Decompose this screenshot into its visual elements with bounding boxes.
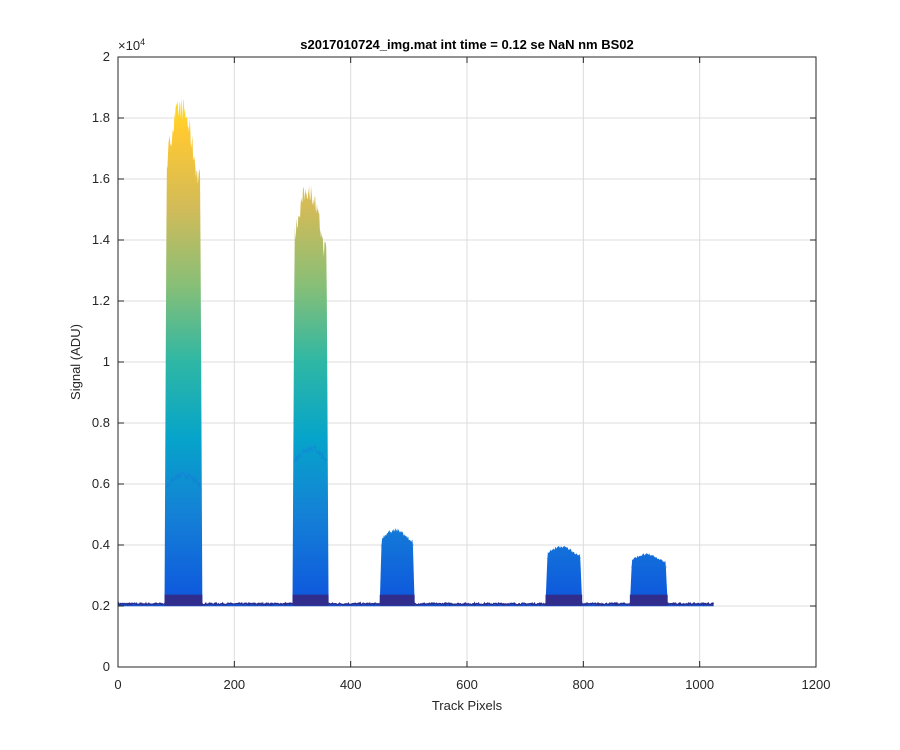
baseline-trace [118, 601, 715, 607]
x-tick-label: 200 [223, 677, 245, 692]
y-tick-label: 2 [103, 49, 110, 64]
x-tick-label: 1200 [802, 677, 831, 692]
y-tick-label: 0.2 [92, 598, 110, 613]
peak-base-4 [545, 594, 583, 606]
peak-shoulder-4 [546, 551, 582, 560]
peak-base-3 [379, 594, 415, 606]
y-tick-label: 1.4 [92, 232, 110, 247]
x-tick-label: 800 [572, 677, 594, 692]
x-tick-label: 1000 [685, 677, 714, 692]
signal-fill-layer [118, 97, 714, 607]
y-exponent-label: ×104 [118, 37, 145, 53]
peak-base-1 [164, 594, 203, 606]
peak-shoulder-3 [380, 536, 414, 547]
peak-shoulder-5 [630, 562, 667, 568]
y-tick-label: 1 [103, 354, 110, 369]
y-tick-label: 0.6 [92, 476, 110, 491]
x-tick-label: 0 [114, 677, 121, 692]
x-tick-label: 600 [456, 677, 478, 692]
peak-base-5 [629, 594, 668, 606]
y-tick-label: 1.6 [92, 171, 110, 186]
signal-area [118, 97, 714, 607]
y-tick-labels: 0 0.2 0.4 0.6 0.8 1 1.2 1.4 1.6 1.8 2 [92, 49, 110, 674]
y-tick-label: 1.2 [92, 293, 110, 308]
signal-line-layer [118, 594, 715, 607]
peak-shoulder-1 [165, 471, 202, 491]
chart-title: s2017010724_img.mat int time = 0.12 se N… [300, 37, 634, 52]
x-tick-labels: 0 200 400 600 800 1000 1200 [114, 677, 830, 692]
y-tick-label: 0.8 [92, 415, 110, 430]
peak-base-2 [292, 594, 329, 606]
y-tick-label: 0.4 [92, 537, 110, 552]
y-tick-label: 0 [103, 659, 110, 674]
x-tick-label: 400 [340, 677, 362, 692]
peak-shoulder-2 [293, 443, 328, 464]
x-axis-title: Track Pixels [432, 698, 503, 713]
ticks [117, 56, 817, 668]
y-axis-title: Signal (ADU) [68, 324, 83, 400]
y-tick-label: 1.8 [92, 110, 110, 125]
